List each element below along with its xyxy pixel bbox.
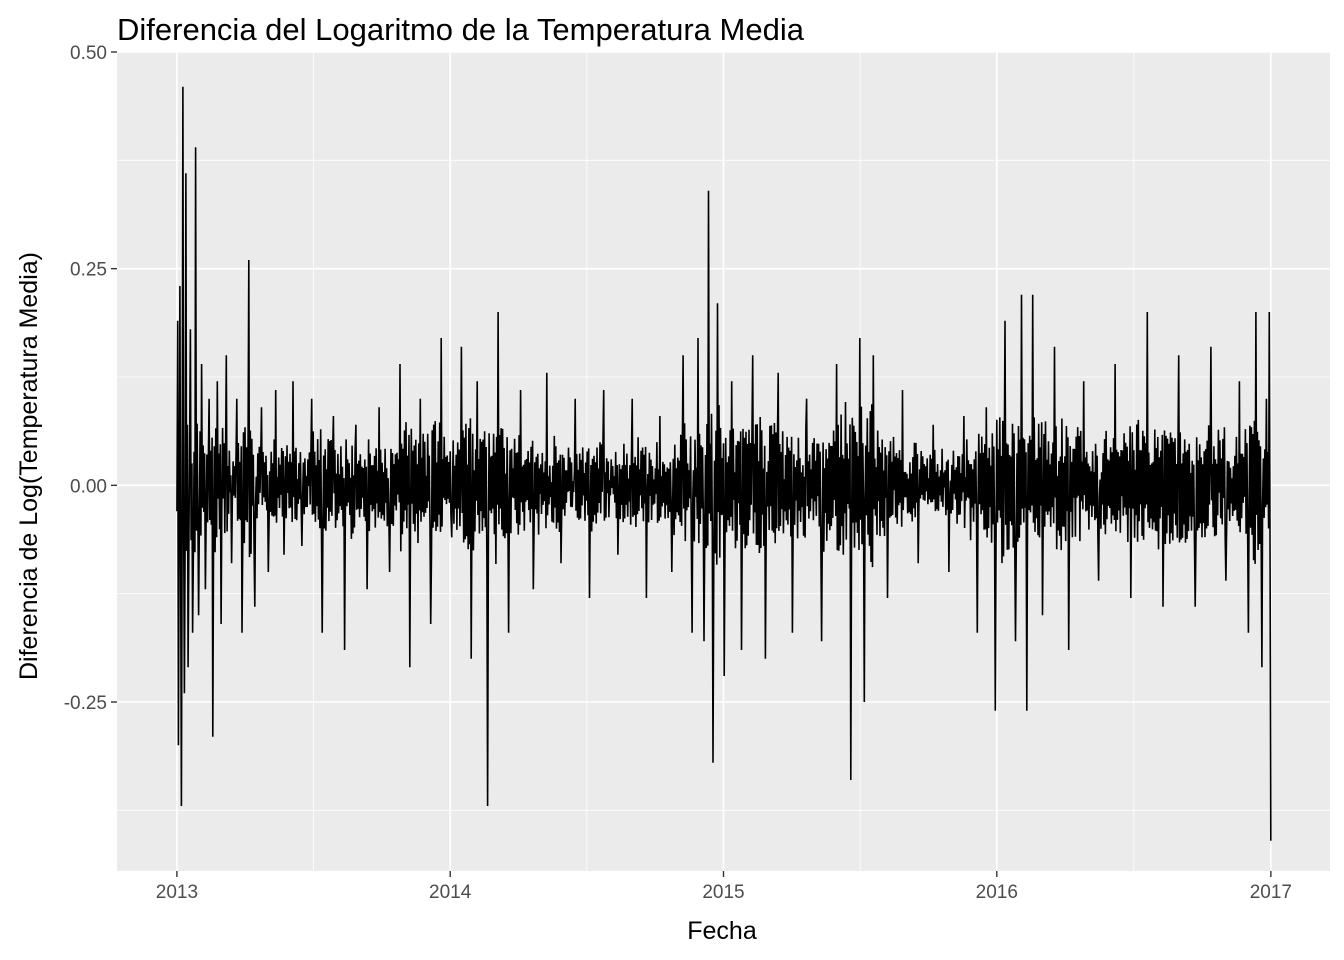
y-tick-label: -0.25 bbox=[64, 693, 107, 714]
y-axis-title: Diferencia de Log(Temperatura Media) bbox=[15, 252, 43, 680]
x-tick-label: 2014 bbox=[429, 882, 472, 903]
x-axis-title: Fecha bbox=[687, 917, 757, 945]
x-axis: 2013 2014 2015 2016 2017 bbox=[156, 871, 1292, 903]
y-tick-label: 0.00 bbox=[70, 476, 107, 497]
y-axis: 0.50 0.25 0.00 -0.25 bbox=[64, 43, 117, 714]
x-tick-label: 2016 bbox=[976, 882, 1018, 903]
series-layer bbox=[176, 86, 1272, 841]
y-tick-label: 0.50 bbox=[70, 43, 107, 64]
x-tick-label: 2015 bbox=[702, 882, 744, 903]
x-tick-label: 2017 bbox=[1250, 882, 1292, 903]
x-tick-label: 2013 bbox=[156, 882, 198, 903]
chart-title: Diferencia del Logaritmo de la Temperatu… bbox=[117, 12, 805, 47]
series-line bbox=[176, 86, 1272, 841]
y-tick-label: 0.25 bbox=[70, 260, 107, 281]
